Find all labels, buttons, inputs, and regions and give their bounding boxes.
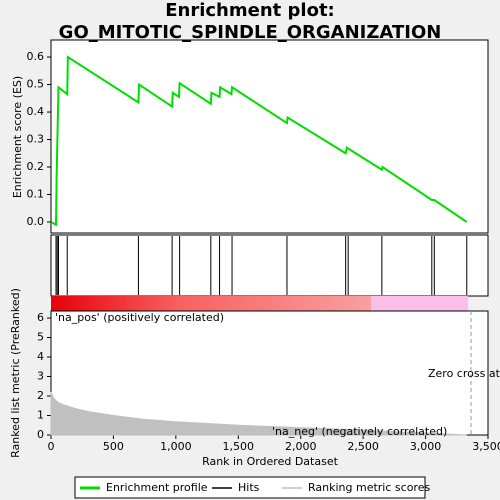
x-tick-label: 0 — [48, 440, 55, 453]
y-tick-label: 0.3 — [27, 133, 45, 146]
x-tick-label: 3,000 — [410, 440, 442, 453]
y-tick-label: 0.6 — [27, 50, 45, 63]
y-tick-label: 0.1 — [27, 188, 45, 201]
y-axis-label: Ranked list metric (PreRanked) — [9, 288, 22, 458]
color-bar-neg — [371, 296, 468, 311]
y-tick-label: 0.5 — [27, 78, 45, 91]
annotation: 'na_neg' (negatively correlated) — [272, 425, 447, 438]
x-tick-label: 500 — [103, 440, 124, 453]
es-panel — [50, 39, 489, 234]
enrichment-line — [50, 55, 468, 227]
x-tick-label: 2,000 — [285, 440, 317, 453]
color-bar-pos — [51, 296, 371, 311]
y-tick-label: 2 — [37, 389, 44, 402]
y-axis-label: Enrichment score (ES) — [11, 76, 24, 198]
annotation: 'na_pos' (positively correlated) — [55, 311, 224, 324]
x-tick-label: 1,500 — [223, 440, 255, 453]
y-tick-label: 0.4 — [27, 105, 45, 118]
legend-label: Enrichment profile — [106, 481, 208, 494]
y-tick-label: 1 — [37, 409, 44, 422]
legend — [74, 476, 426, 499]
x-tick-label: 1,000 — [160, 440, 192, 453]
y-tick-label: 5 — [37, 331, 44, 344]
legend-label: Hits — [238, 481, 260, 494]
y-tick-label: 6 — [37, 311, 44, 324]
y-tick-label: 4 — [37, 350, 44, 363]
legend-label: Ranking metric scores — [308, 481, 430, 494]
y-tick-label: 0.0 — [27, 215, 45, 228]
y-tick-label: 3 — [37, 370, 44, 383]
y-tick-label: 0 — [37, 428, 44, 441]
y-tick-label: 0.2 — [27, 160, 45, 173]
hits-panel — [50, 234, 489, 297]
x-tick-label: 3,500 — [472, 440, 500, 453]
x-tick-label: 2,500 — [347, 440, 379, 453]
chart-title: Enrichment plot: GO_MITOTIC_SPINDLE_ORGA… — [58, 0, 442, 43]
x-axis-label: Rank in Ordered Dataset — [202, 455, 339, 468]
metric-panel — [50, 310, 489, 436]
metric-area — [50, 391, 467, 436]
annotation: Zero cross at 3 — [428, 367, 500, 380]
